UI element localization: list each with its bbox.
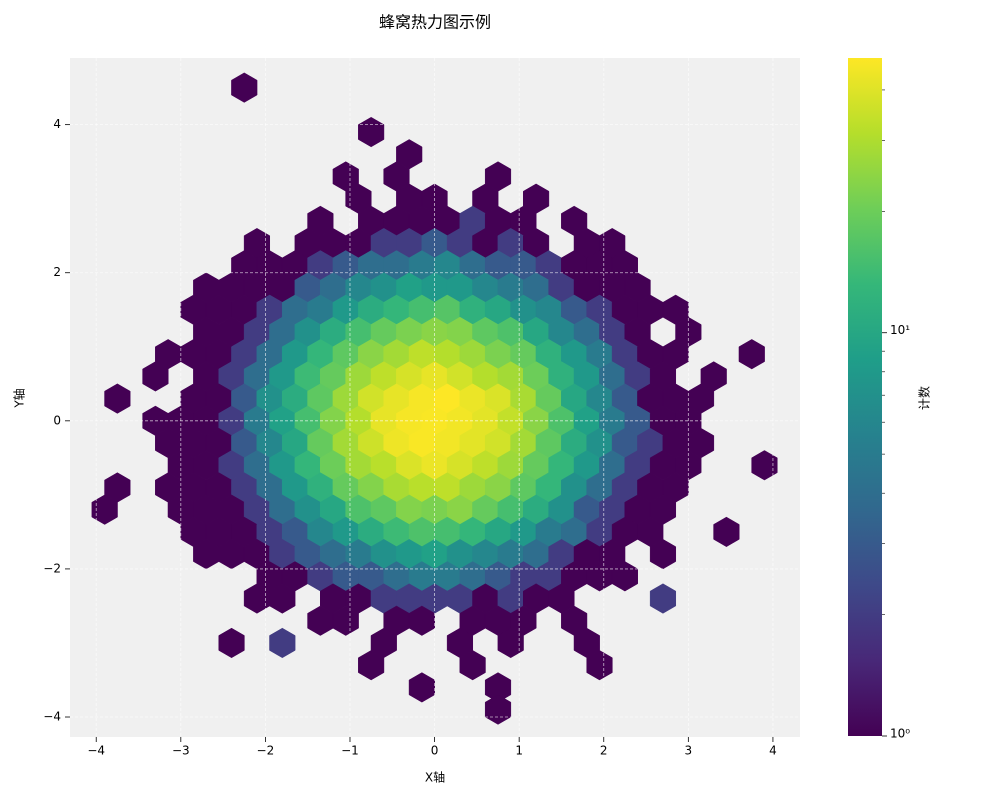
hex-cell xyxy=(358,650,385,681)
hex-cell xyxy=(738,339,765,370)
hex-cell xyxy=(142,361,169,392)
colorbar-ticks: 10⁰ 10¹ xyxy=(882,89,910,741)
chart-title: 蜂窝热力图示例 xyxy=(379,13,491,32)
y-tick-label: 4 xyxy=(53,117,61,131)
hex-cell xyxy=(218,627,245,659)
y-axis-label: Y轴 xyxy=(12,388,27,408)
colorbar-label: 计数 xyxy=(917,386,932,410)
axis-layer: −4 −3 −2 −1 0 1 2 3 4 −4 −2 0 2 4 xyxy=(43,117,776,757)
hex-cell xyxy=(269,627,296,659)
hex-cell xyxy=(269,583,296,614)
hex-cell xyxy=(713,516,740,547)
colorbar-tick-label: 10⁰ xyxy=(890,727,910,741)
hex-cell xyxy=(104,383,131,414)
hex-cell xyxy=(586,650,613,681)
hex-cell xyxy=(751,450,778,481)
colorbar-tick-label: 10¹ xyxy=(890,323,910,337)
y-tick-label: −2 xyxy=(43,561,61,575)
y-tick-label: 0 xyxy=(53,413,61,427)
x-axis-label: X轴 xyxy=(425,770,445,785)
hex-cell xyxy=(649,583,677,614)
x-tick-label: 4 xyxy=(769,744,777,758)
x-tick-label: −3 xyxy=(172,744,190,758)
colorbar xyxy=(848,58,882,736)
hex-cell xyxy=(497,627,524,659)
x-tick-label: 2 xyxy=(600,744,608,758)
y-tick-label: −4 xyxy=(43,710,61,724)
x-tick-label: −4 xyxy=(87,744,105,758)
x-tick-label: −2 xyxy=(257,744,275,758)
x-tick-label: −1 xyxy=(341,744,359,758)
x-tick-label: 0 xyxy=(431,744,439,758)
hex-cell xyxy=(231,72,258,103)
hex-cell xyxy=(332,605,359,636)
hex-cell xyxy=(91,494,118,525)
hex-cell xyxy=(459,650,486,681)
y-tick-label: 2 xyxy=(53,265,61,279)
grid-layer xyxy=(70,58,800,737)
hex-layer xyxy=(91,72,778,725)
x-tick-label: 3 xyxy=(685,744,693,758)
x-tick-label: 1 xyxy=(515,744,523,758)
